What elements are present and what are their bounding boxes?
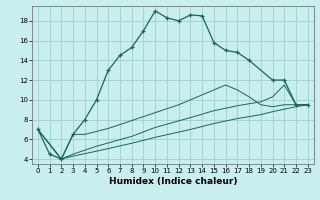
X-axis label: Humidex (Indice chaleur): Humidex (Indice chaleur) [108, 177, 237, 186]
